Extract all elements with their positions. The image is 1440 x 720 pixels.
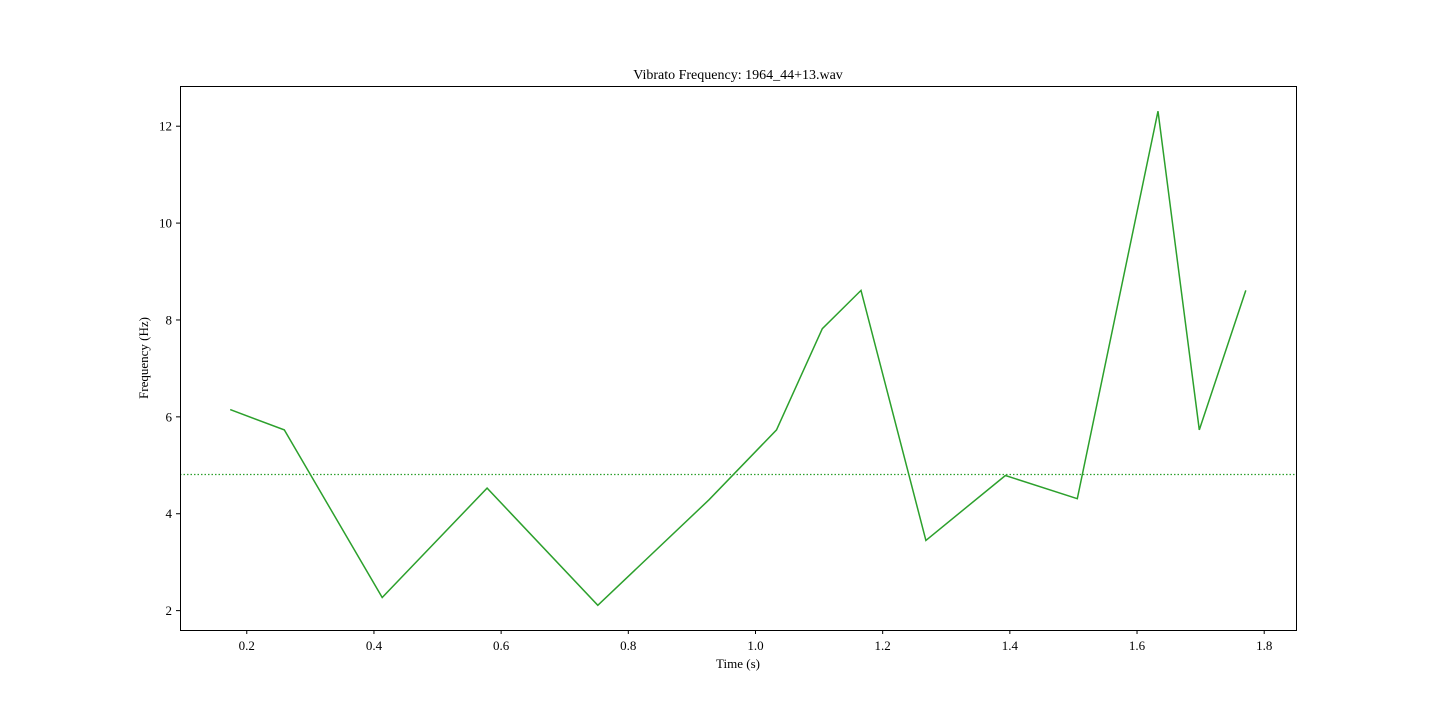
- y-axis: 2 4 6 8 10 12: [159, 119, 180, 618]
- series-line: [229, 111, 1247, 607]
- x-axis: 0.2 0.4 0.6 0.8 1.0 1.2 1.4 1.6 1.8: [239, 630, 1272, 653]
- plot-frame: [180, 86, 1297, 631]
- y-tick-label: 6: [166, 409, 173, 424]
- y-tick-label: 12: [159, 119, 172, 134]
- x-tick-label: 1.4: [1002, 638, 1019, 653]
- y-tick-label: 4: [166, 506, 173, 521]
- x-tick-label: 0.8: [620, 638, 636, 653]
- x-tick-label: 0.4: [366, 638, 383, 653]
- y-axis-label: Frequency (Hz): [136, 317, 151, 399]
- x-tick-label: 1.8: [1256, 638, 1272, 653]
- y-tick-label: 2: [166, 603, 173, 618]
- y-tick-label: 10: [159, 216, 172, 231]
- x-tick-label: 1.6: [1129, 638, 1146, 653]
- x-tick-label: 1.2: [875, 638, 891, 653]
- x-axis-label: Time (s): [716, 656, 760, 671]
- x-tick-label: 0.6: [493, 638, 510, 653]
- plot-area: [180, 111, 1296, 607]
- chart-title: Vibrato Frequency: 1964_44+13.wav: [633, 68, 843, 83]
- y-tick-label: 8: [166, 312, 173, 327]
- x-tick-label: 1.0: [747, 638, 763, 653]
- x-tick-label: 0.2: [239, 638, 255, 653]
